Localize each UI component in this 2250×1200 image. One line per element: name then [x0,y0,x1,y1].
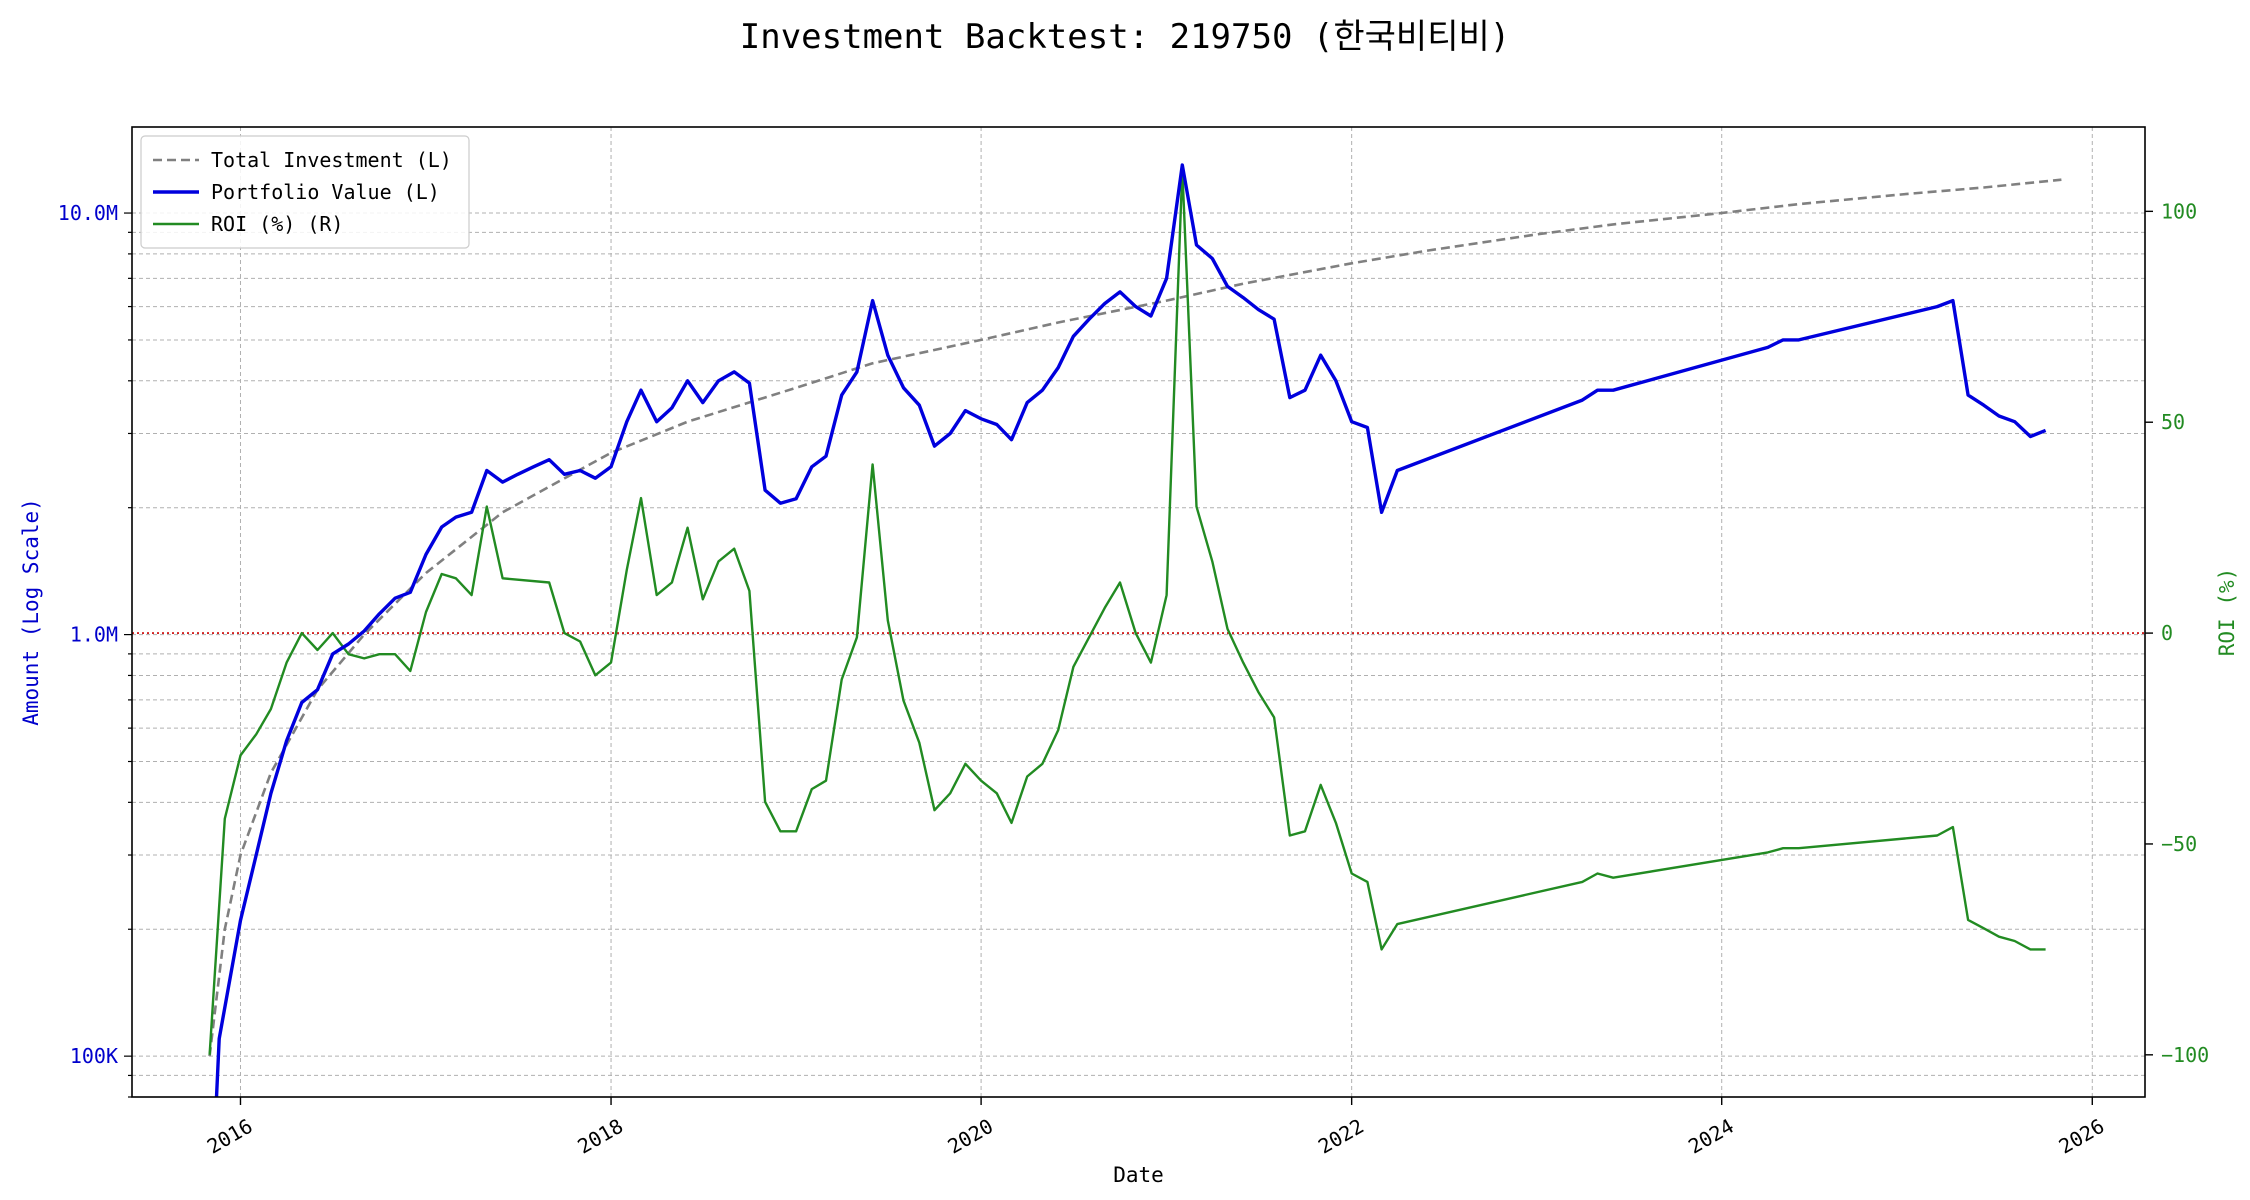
x-tick-label: 2024 [1684,1114,1738,1159]
x-tick-label: 2020 [943,1114,997,1159]
legend-label-1: Portfolio Value (L) [211,180,440,204]
legend-box [140,135,470,249]
left-tick-label: 1.0M [70,623,118,647]
x-tick-label: 2022 [1314,1114,1368,1159]
legend: Total Investment (L) Portfolio Value (L) R… [140,135,470,249]
right-tick-label: 0 [2161,621,2173,645]
x-tick-label: 2018 [573,1114,627,1159]
x-tick-label: 2016 [203,1114,257,1159]
right-tick-label: 50 [2161,410,2185,434]
left-tick-label: 100K [70,1044,118,1068]
x-axis: 2016 2018 2020 2022 2024 2026 [203,1097,2109,1159]
left-y-axis: 100K 1.0M 10.0M [58,201,132,1098]
chart-title: Investment Backtest: 219750 (한국비티비) [740,17,1511,57]
plot-frame [131,126,2146,1098]
right-y-axis-label: ROI (%) [2215,568,2239,657]
x-tick-label: 2026 [2055,1114,2109,1159]
left-y-axis-label: Amount (Log Scale) [19,498,43,726]
series-line-2 [208,167,2046,1055]
right-tick-label: −100 [2161,1043,2209,1067]
legend-label-2: ROI (%) (R) [211,212,343,236]
left-tick-label: 10.0M [58,201,118,225]
right-tick-label: 100 [2161,199,2197,223]
x-axis-label: Date [1113,1163,1164,1187]
series-layer [208,163,2062,1097]
series-line-0 [208,178,2062,1057]
right-y-axis: −100 −50 0 50 100 [2145,199,2209,1067]
grid [132,127,2145,1098]
series-line-1 [214,163,2047,1097]
right-tick-label: −50 [2161,832,2197,856]
legend-label-0: Total Investment (L) [211,148,452,172]
